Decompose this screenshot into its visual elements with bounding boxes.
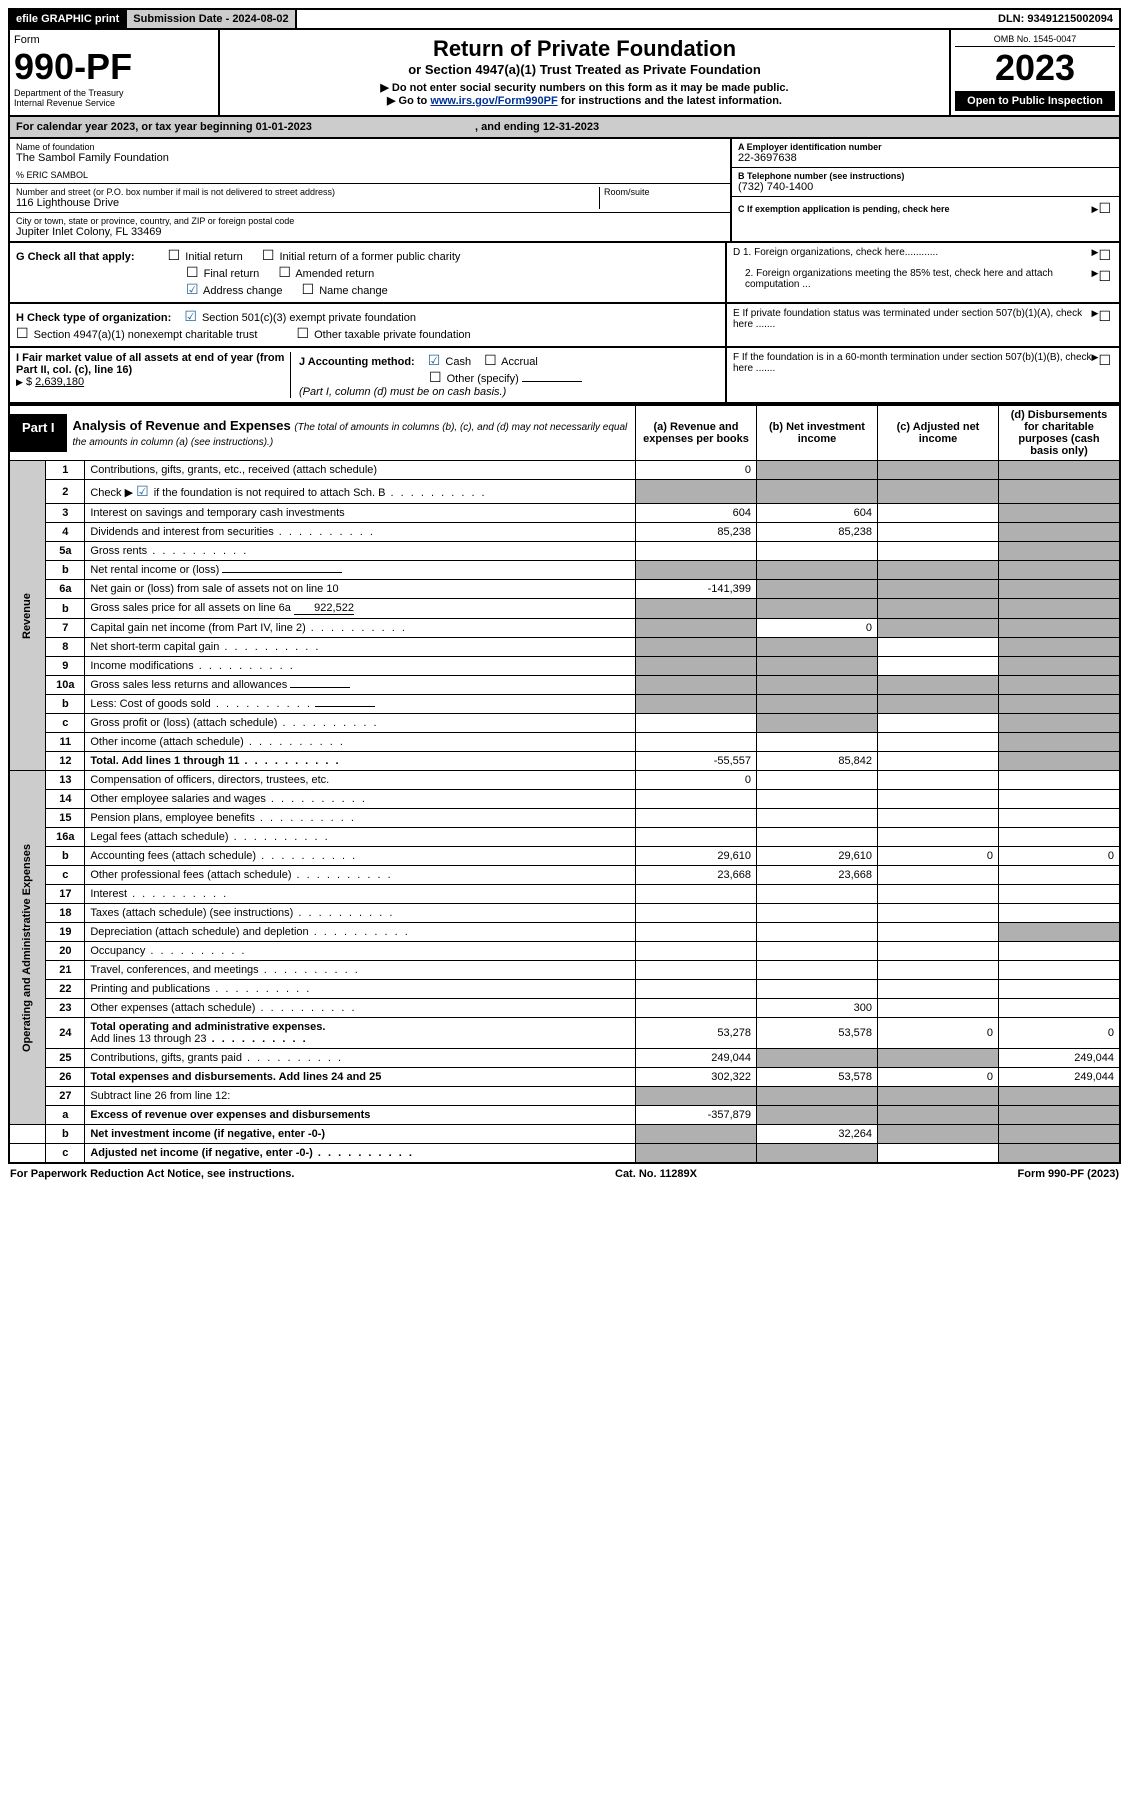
city: Jupiter Inlet Colony, FL 33469 [16,226,724,238]
part-title: Analysis of Revenue and Expenses (The to… [67,414,635,452]
i-label: I Fair market value of all assets at end… [16,352,284,376]
exemption-checkbox[interactable] [1098,200,1111,217]
form-label: Form [14,34,214,46]
schb-checkbox[interactable] [136,483,149,499]
footer-right: Form 990-PF (2023) [1018,1168,1119,1180]
ij-row: I Fair market value of all assets at end… [8,348,1121,404]
g-label: G Check all that apply: [16,251,135,263]
h1-checkbox[interactable] [184,308,197,324]
g4-checkbox[interactable] [278,264,291,280]
foundation-name: The Sambol Family Foundation [16,152,724,164]
exemption-label: C If exemption application is pending, c… [738,204,1092,214]
j-other-checkbox[interactable] [429,369,442,385]
form-number: 990-PF [14,46,214,88]
irs-link[interactable]: www.irs.gov/Form990PF [430,95,557,107]
row-2: Check ▶ if the foundation is not require… [85,480,636,504]
j-label: J Accounting method: [299,356,415,368]
ein-label: A Employer identification number [738,142,1113,152]
dept-label: Department of the Treasury [14,88,214,98]
e-label: E If private foundation status was termi… [733,308,1092,330]
g5-checkbox[interactable] [186,281,199,297]
h-label: H Check type of organization: [16,312,171,324]
d1-checkbox[interactable] [1098,247,1111,264]
info-block: Name of foundation The Sambol Family Fou… [8,139,1121,243]
ein: 22-3697638 [738,152,1113,164]
expenses-sidebar: Operating and Administrative Expenses [9,771,46,1125]
col-b: (b) Net investment income [757,405,878,461]
note-2: ▶ Go to www.irs.gov/Form990PF for instru… [226,94,943,107]
f-label: F If the foundation is in a 60-month ter… [733,352,1092,374]
phone: (732) 740-1400 [738,181,1113,193]
part-i-table: Part I Analysis of Revenue and Expenses … [8,404,1121,1164]
d1-label: D 1. Foreign organizations, check here..… [733,247,1092,264]
calendar-bar: For calendar year 2023, or tax year begi… [8,117,1121,139]
pct-name: % ERIC SAMBOL [16,170,724,180]
main-title: Return of Private Foundation [226,36,943,62]
name-label: Name of foundation [16,142,724,152]
j-cash-checkbox[interactable] [428,352,441,368]
g6-checkbox[interactable] [302,281,315,297]
i-value: 2,639,180 [35,376,84,388]
f-checkbox[interactable] [1098,352,1111,374]
footer: For Paperwork Reduction Act Notice, see … [8,1164,1121,1184]
h2-checkbox[interactable] [16,325,29,341]
j-accrual-checkbox[interactable] [484,352,497,368]
address: 116 Lighthouse Drive [16,197,599,209]
col-a: (a) Revenue and expenses per books [636,405,757,461]
note-1: ▶ Do not enter social security numbers o… [226,81,943,94]
g2-checkbox[interactable] [262,247,275,263]
j-note: (Part I, column (d) must be on cash basi… [299,386,506,398]
g-row: G Check all that apply: Initial return I… [8,243,1121,304]
d2-label: 2. Foreign organizations meeting the 85%… [733,268,1092,290]
col-c: (c) Adjusted net income [878,405,999,461]
header-left: Form 990-PF Department of the Treasury I… [10,30,220,115]
dln: DLN: 93491215002094 [992,10,1119,28]
phone-label: B Telephone number (see instructions) [738,171,1113,181]
footer-mid: Cat. No. 11289X [615,1168,697,1180]
room-label: Room/suite [604,187,724,197]
city-label: City or town, state or province, country… [16,216,724,226]
e-checkbox[interactable] [1098,308,1111,330]
sub-title: or Section 4947(a)(1) Trust Treated as P… [226,62,943,77]
footer-left: For Paperwork Reduction Act Notice, see … [10,1168,294,1180]
revenue-sidebar: Revenue [9,461,46,771]
g1-checkbox[interactable] [168,247,181,263]
tax-year: 2023 [955,47,1115,89]
open-public: Open to Public Inspection [955,91,1115,111]
form-header: Form 990-PF Department of the Treasury I… [8,30,1121,117]
header-center: Return of Private Foundation or Section … [220,30,951,115]
d2-checkbox[interactable] [1098,268,1111,290]
h3-checkbox[interactable] [296,325,309,341]
efile-label[interactable]: efile GRAPHIC print [10,10,127,28]
part-label: Part I [10,414,67,452]
h-row: H Check type of organization: Section 50… [8,304,1121,348]
addr-label: Number and street (or P.O. box number if… [16,187,599,197]
top-bar: efile GRAPHIC print Submission Date - 20… [8,8,1121,30]
g3-checkbox[interactable] [186,264,199,280]
arrow-icon [1092,203,1099,215]
irs-label: Internal Revenue Service [14,98,214,108]
submission-date: Submission Date - 2024-08-02 [127,10,296,28]
header-right: OMB No. 1545-0047 2023 Open to Public In… [951,30,1119,115]
col-d: (d) Disbursements for charitable purpose… [999,405,1121,461]
omb: OMB No. 1545-0047 [955,34,1115,47]
